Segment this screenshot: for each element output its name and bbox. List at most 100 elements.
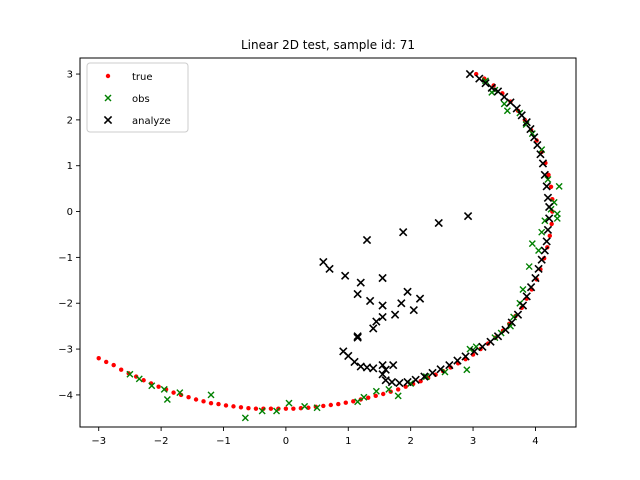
point-analyze-66	[409, 305, 418, 315]
point-obs-4	[163, 396, 171, 403]
point-analyze-22	[540, 246, 549, 255]
point-obs-27-stroke-b	[510, 313, 518, 321]
point-analyze-26-stroke-b	[526, 283, 536, 292]
point-analyze-40-stroke-b	[428, 368, 437, 378]
point-obs-2	[148, 382, 156, 390]
legend-marker-obs-stroke-b	[104, 94, 112, 102]
legend-label-true: true	[132, 72, 153, 83]
legend-marker-analyze	[103, 115, 113, 125]
point-analyze-25	[531, 273, 540, 283]
point-analyze-5-stroke-b	[500, 92, 509, 102]
point-analyze-70	[353, 289, 362, 299]
legend-box	[86, 62, 189, 133]
y-tick-label: −2	[58, 299, 73, 310]
point-analyze-12	[533, 140, 542, 150]
point-obs-34	[541, 217, 549, 225]
plot-area	[96, 69, 563, 422]
point-obs-40-stroke-b	[544, 175, 552, 183]
point-true-19	[238, 405, 244, 410]
point-obs-22	[466, 345, 474, 353]
series-obs	[126, 77, 563, 422]
point-analyze-32-stroke-b	[493, 332, 503, 341]
point-obs-29	[519, 285, 527, 293]
point-true-66	[550, 209, 555, 214]
point-analyze-30	[507, 318, 516, 327]
point-analyze-26	[526, 283, 536, 292]
point-analyze-11	[530, 133, 539, 142]
point-analyze-20-stroke-b	[543, 225, 553, 235]
point-analyze-30-stroke-b	[507, 318, 516, 327]
point-analyze-1	[475, 74, 484, 83]
point-analyze-17-stroke-b	[543, 193, 553, 202]
point-true-33	[343, 400, 348, 405]
point-true-36	[366, 395, 371, 400]
point-obs-39-stroke-b	[555, 182, 563, 190]
axes: −3 −2 −1 0 1 2 3 4 −4 −3 −2 −1 0 1 2 3	[58, 57, 577, 447]
point-obs-40	[544, 175, 552, 183]
point-true-25	[283, 406, 289, 411]
point-true-21	[253, 406, 259, 411]
point-analyze-60	[372, 317, 381, 326]
point-analyze-74	[319, 257, 328, 267]
point-true-69	[546, 172, 551, 178]
point-obs-34-stroke-b	[541, 217, 549, 225]
point-obs-12-stroke-b	[313, 404, 321, 412]
point-analyze-19-stroke-b	[545, 214, 554, 223]
point-analyze-64	[397, 299, 406, 308]
point-analyze-74-stroke-b	[319, 257, 328, 267]
point-analyze-35	[470, 347, 479, 356]
point-analyze-28-stroke-b	[518, 301, 528, 310]
point-obs-10-stroke-b	[285, 399, 293, 407]
point-analyze-21-stroke-b	[542, 237, 551, 246]
point-analyze-54	[350, 357, 359, 367]
point-analyze-73	[325, 264, 334, 274]
point-analyze-24	[534, 264, 543, 274]
point-analyze-46-stroke-b	[381, 376, 390, 385]
point-analyze-12-stroke-b	[533, 140, 542, 150]
point-analyze-76-stroke-b	[399, 228, 408, 237]
point-obs-29-stroke-b	[519, 285, 527, 293]
point-analyze-14-stroke-b	[538, 159, 548, 168]
legend-marker-obs	[104, 94, 112, 102]
point-obs-14	[360, 393, 368, 401]
x-tick-label: 1	[345, 436, 351, 447]
point-analyze-7-stroke-b	[512, 104, 521, 113]
point-analyze-10	[526, 124, 535, 134]
point-obs-30-stroke-b	[525, 263, 533, 271]
point-analyze-61-stroke-b	[378, 312, 387, 322]
point-analyze-47	[378, 370, 387, 379]
point-true-13	[193, 397, 199, 402]
point-obs-11	[301, 402, 309, 410]
point-analyze-48-stroke-b	[381, 365, 390, 374]
point-true-32	[336, 401, 341, 407]
point-analyze-33	[486, 337, 495, 346]
point-analyze-36-stroke-b	[461, 352, 470, 361]
point-analyze-16-stroke-b	[542, 182, 551, 191]
point-analyze-76	[399, 228, 408, 237]
point-analyze-75-stroke-b	[362, 235, 372, 245]
axes-frame	[79, 57, 577, 428]
point-obs-45-stroke-b	[500, 100, 508, 108]
point-obs-8	[258, 407, 266, 415]
point-analyze-9-stroke-b	[522, 118, 531, 127]
point-analyze-60-stroke-b	[372, 317, 381, 326]
y-tick-label: 2	[67, 115, 73, 126]
point-analyze-36	[461, 352, 470, 361]
point-analyze-39	[436, 365, 445, 374]
point-analyze-6	[506, 98, 515, 107]
y-tick-label: 1	[67, 161, 73, 172]
point-analyze-11-stroke-b	[530, 133, 539, 142]
point-analyze-37-stroke-b	[453, 356, 462, 365]
point-obs-6-stroke-b	[207, 391, 215, 399]
point-obs-49	[503, 107, 511, 115]
point-analyze-18	[545, 202, 554, 212]
point-true-11	[178, 392, 184, 398]
chart-title: Linear 2D test, sample id: 71	[241, 38, 415, 52]
point-analyze-58-stroke-b	[353, 333, 362, 342]
point-obs-0	[126, 370, 134, 378]
point-analyze-70-stroke-b	[353, 289, 362, 299]
x-tick-label: 0	[283, 436, 289, 447]
point-true-16	[216, 401, 221, 407]
point-obs-47-stroke-b	[482, 77, 490, 85]
